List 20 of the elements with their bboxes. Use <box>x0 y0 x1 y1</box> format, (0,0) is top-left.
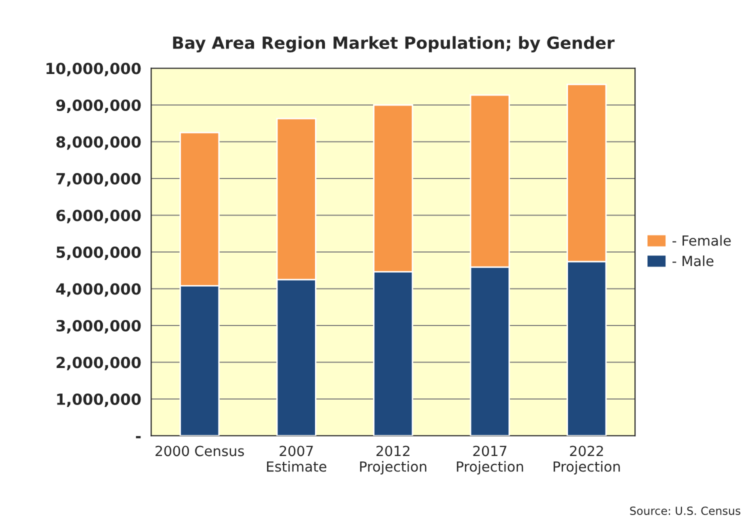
y-tick-label: 2,000,000 <box>56 356 141 370</box>
x-tick-label: 2012 Projection <box>360 446 426 474</box>
y-tick-label: 7,000,000 <box>56 172 141 186</box>
y-tick-label: 10,000,000 <box>46 62 141 76</box>
y-tick-label: 8,000,000 <box>56 136 141 150</box>
x-tick-label: 2007 Estimate <box>267 446 326 472</box>
y-tick-label: 5,000,000 <box>56 246 141 260</box>
y-tick-label: 4,000,000 <box>56 283 141 297</box>
x-tick-label: 2017 Projection <box>456 446 524 474</box>
x-tick-label: 2000 Census <box>156 446 244 456</box>
y-tick-label: 6,000,000 <box>56 210 141 224</box>
legend-label: - Male <box>672 255 714 266</box>
y-tick-label: - <box>136 436 141 438</box>
y-tick-label: 9,000,000 <box>56 99 141 113</box>
y-tick-label: 3,000,000 <box>56 320 141 334</box>
source-note: Source: U.S. Census <box>630 506 740 515</box>
y-tick-label: 1,000,000 <box>57 393 141 407</box>
x-tick-label: 2022 Projection <box>554 446 620 474</box>
legend-label: - Female <box>672 235 731 246</box>
chart-title: Bay Area Region Market Population; by Gender <box>173 36 615 52</box>
